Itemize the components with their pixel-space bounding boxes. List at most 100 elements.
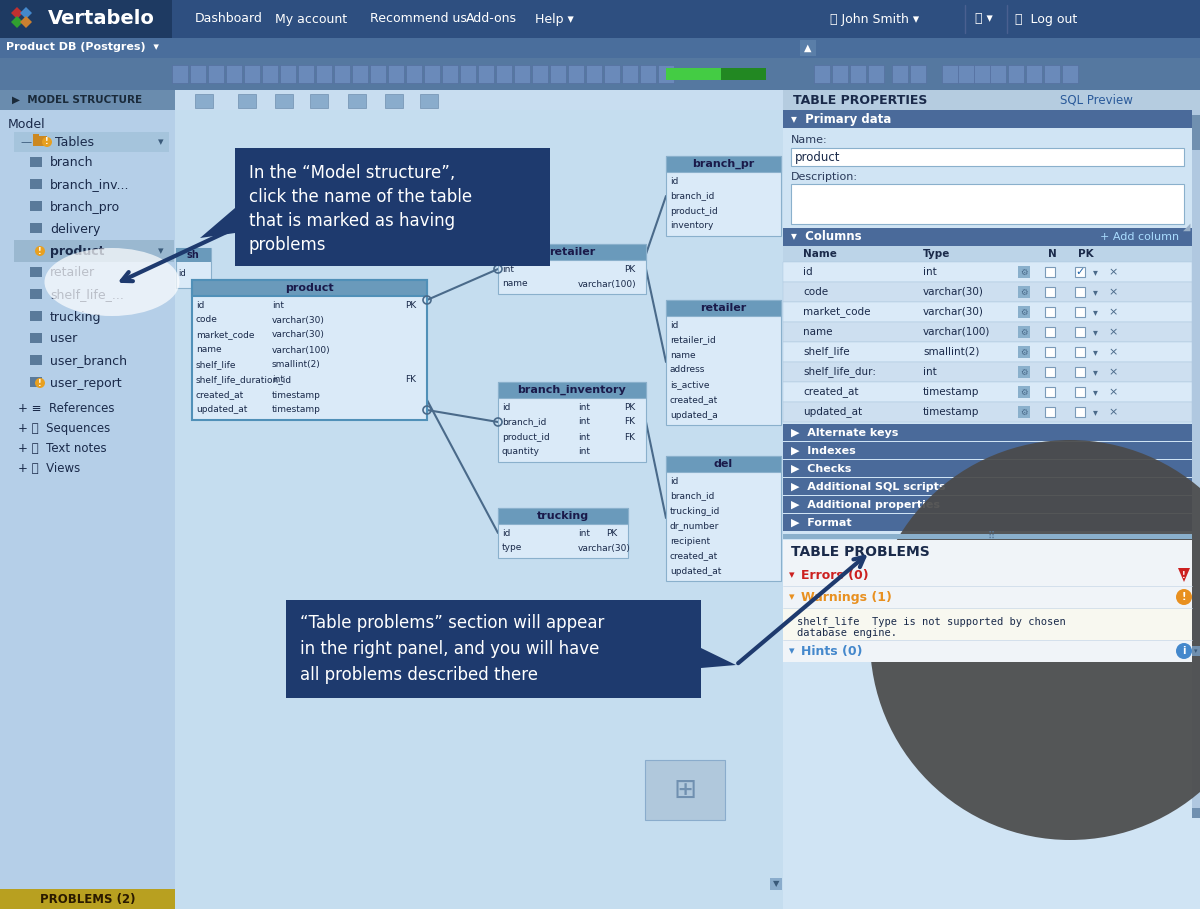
Text: retailer_id: retailer_id bbox=[670, 335, 715, 345]
FancyBboxPatch shape bbox=[388, 65, 404, 83]
FancyBboxPatch shape bbox=[784, 608, 1192, 640]
FancyBboxPatch shape bbox=[784, 322, 1192, 342]
Text: varchar(30): varchar(30) bbox=[272, 315, 325, 325]
FancyBboxPatch shape bbox=[1045, 387, 1055, 397]
FancyBboxPatch shape bbox=[175, 90, 785, 110]
FancyBboxPatch shape bbox=[1045, 407, 1055, 417]
FancyBboxPatch shape bbox=[640, 65, 656, 83]
FancyBboxPatch shape bbox=[0, 58, 1200, 90]
FancyBboxPatch shape bbox=[244, 65, 260, 83]
Text: inventory: inventory bbox=[670, 222, 713, 231]
FancyBboxPatch shape bbox=[910, 65, 926, 83]
Text: id: id bbox=[196, 301, 204, 309]
Text: branch_inv...: branch_inv... bbox=[50, 178, 130, 192]
FancyBboxPatch shape bbox=[424, 65, 440, 83]
FancyBboxPatch shape bbox=[550, 65, 566, 83]
Text: market_code: market_code bbox=[803, 306, 870, 317]
Text: + ≡  References: + ≡ References bbox=[18, 402, 114, 415]
FancyBboxPatch shape bbox=[442, 65, 458, 83]
Text: timestamp: timestamp bbox=[923, 387, 979, 397]
FancyBboxPatch shape bbox=[666, 300, 781, 316]
FancyBboxPatch shape bbox=[348, 94, 366, 108]
FancyBboxPatch shape bbox=[1075, 387, 1085, 397]
Circle shape bbox=[35, 246, 46, 256]
FancyBboxPatch shape bbox=[385, 94, 403, 108]
FancyBboxPatch shape bbox=[868, 65, 884, 83]
FancyBboxPatch shape bbox=[1018, 266, 1030, 278]
FancyBboxPatch shape bbox=[1018, 346, 1030, 358]
Text: ▼: ▼ bbox=[773, 880, 779, 888]
Text: branch_id: branch_id bbox=[502, 417, 546, 426]
FancyBboxPatch shape bbox=[990, 65, 1006, 83]
Text: timestamp: timestamp bbox=[272, 405, 320, 415]
Polygon shape bbox=[11, 16, 23, 28]
FancyBboxPatch shape bbox=[514, 65, 530, 83]
FancyBboxPatch shape bbox=[498, 382, 646, 462]
Text: name: name bbox=[803, 327, 833, 337]
FancyBboxPatch shape bbox=[370, 65, 386, 83]
FancyBboxPatch shape bbox=[0, 38, 1200, 58]
FancyBboxPatch shape bbox=[784, 228, 1192, 246]
Text: all problems described there: all problems described there bbox=[300, 666, 538, 684]
Circle shape bbox=[35, 378, 46, 388]
Polygon shape bbox=[1178, 568, 1190, 582]
FancyBboxPatch shape bbox=[0, 0, 1200, 38]
Polygon shape bbox=[200, 208, 235, 238]
Text: i: i bbox=[1182, 646, 1186, 656]
Text: ▾: ▾ bbox=[790, 646, 794, 656]
FancyBboxPatch shape bbox=[784, 90, 1200, 909]
Text: sh: sh bbox=[187, 250, 199, 260]
Text: int: int bbox=[923, 267, 937, 277]
Text: ⚙: ⚙ bbox=[1020, 307, 1027, 316]
Text: ▶  MODEL STRUCTURE: ▶ MODEL STRUCTURE bbox=[12, 95, 142, 105]
Text: created_at: created_at bbox=[803, 386, 858, 397]
Text: Errors (0): Errors (0) bbox=[802, 568, 869, 582]
Text: branch_inventory: branch_inventory bbox=[517, 385, 626, 395]
FancyBboxPatch shape bbox=[1192, 646, 1200, 656]
Text: SQL Preview: SQL Preview bbox=[1060, 94, 1133, 106]
FancyBboxPatch shape bbox=[784, 514, 1192, 531]
Text: “Table problems” section will appear: “Table problems” section will appear bbox=[300, 614, 605, 632]
FancyBboxPatch shape bbox=[666, 456, 781, 472]
FancyBboxPatch shape bbox=[1075, 307, 1085, 317]
FancyBboxPatch shape bbox=[172, 65, 188, 83]
Text: dr_number: dr_number bbox=[670, 522, 719, 531]
FancyBboxPatch shape bbox=[30, 333, 42, 343]
FancyBboxPatch shape bbox=[176, 248, 211, 288]
FancyBboxPatch shape bbox=[658, 65, 674, 83]
FancyBboxPatch shape bbox=[784, 564, 1192, 586]
Text: ▾: ▾ bbox=[1093, 387, 1098, 397]
Text: product: product bbox=[284, 283, 334, 293]
Text: ◢: ◢ bbox=[1183, 222, 1190, 232]
Text: smallint(2): smallint(2) bbox=[272, 361, 320, 369]
Text: int: int bbox=[272, 301, 284, 309]
Text: smallint(2): smallint(2) bbox=[923, 347, 979, 357]
Text: Add-ons: Add-ons bbox=[466, 13, 517, 25]
FancyBboxPatch shape bbox=[192, 280, 427, 296]
FancyBboxPatch shape bbox=[30, 157, 42, 167]
FancyBboxPatch shape bbox=[498, 508, 628, 558]
FancyBboxPatch shape bbox=[666, 68, 721, 80]
FancyBboxPatch shape bbox=[1018, 366, 1030, 378]
Text: ×: × bbox=[1108, 287, 1117, 297]
FancyBboxPatch shape bbox=[262, 65, 278, 83]
Text: created_at: created_at bbox=[670, 395, 719, 405]
FancyBboxPatch shape bbox=[1062, 65, 1078, 83]
Circle shape bbox=[1176, 643, 1192, 659]
Text: int: int bbox=[578, 447, 590, 456]
Text: shelf_life_duration_id: shelf_life_duration_id bbox=[196, 375, 292, 385]
Text: !: ! bbox=[46, 137, 49, 146]
Text: name: name bbox=[502, 279, 528, 288]
Text: ▶  Indexes: ▶ Indexes bbox=[791, 446, 856, 456]
FancyBboxPatch shape bbox=[194, 94, 214, 108]
FancyBboxPatch shape bbox=[784, 460, 1192, 477]
Text: + Add column: + Add column bbox=[1100, 232, 1180, 242]
Text: del: del bbox=[714, 459, 732, 469]
Text: FK: FK bbox=[624, 417, 635, 426]
FancyBboxPatch shape bbox=[791, 148, 1184, 166]
Text: ▾: ▾ bbox=[1194, 648, 1198, 654]
Text: FK: FK bbox=[624, 433, 635, 442]
Text: Help ▾: Help ▾ bbox=[535, 13, 574, 25]
FancyBboxPatch shape bbox=[30, 289, 42, 299]
Text: varchar(100): varchar(100) bbox=[923, 327, 990, 337]
